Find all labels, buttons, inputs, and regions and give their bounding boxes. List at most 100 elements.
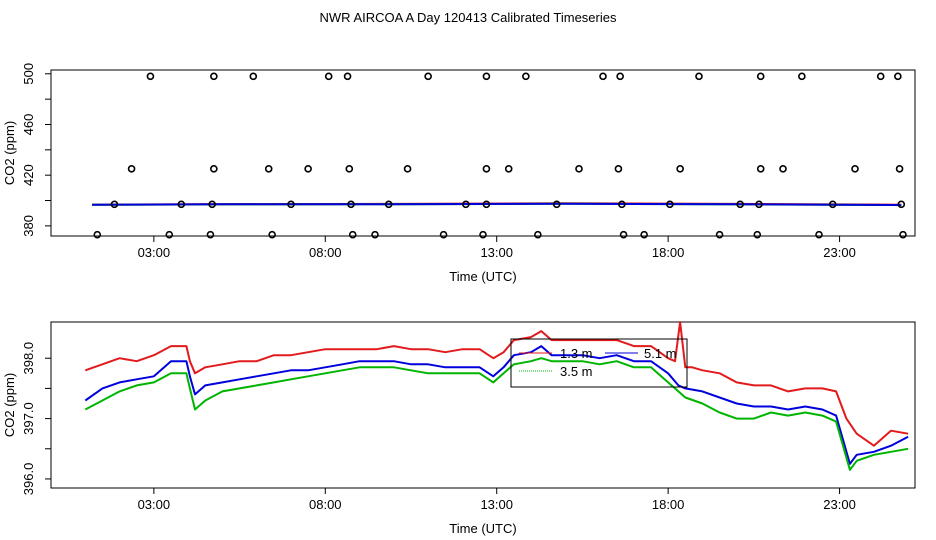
scatter-point	[210, 72, 218, 81]
x-tick-label: 23:00	[823, 497, 856, 512]
scatter-point	[93, 230, 102, 239]
x-tick-label: 08:00	[309, 497, 342, 512]
scatter-point	[345, 165, 354, 173]
scatter-point	[640, 230, 648, 239]
x-tick-label: 23:00	[823, 245, 856, 260]
scatter-point	[479, 230, 487, 239]
scatter-point	[347, 200, 355, 209]
x-tick-label: 03:00	[138, 245, 171, 260]
scatter-point	[895, 165, 904, 173]
scatter-point	[304, 165, 312, 173]
scatter-point	[268, 230, 276, 239]
x-tick-label: 13:00	[480, 245, 513, 260]
scatter-point	[343, 72, 352, 81]
scatter-point	[575, 165, 583, 173]
series-line-blue	[92, 202, 902, 206]
scatter-point	[462, 200, 470, 209]
y-axis-bottom: 396.0 397.0 398.0	[21, 342, 51, 495]
series-lines-top	[92, 202, 902, 207]
scatter-point	[736, 200, 744, 209]
legend: 1.3 m 5.1 m 3.5 m	[510, 338, 688, 388]
scatter-point	[876, 72, 885, 81]
x-axis-top: 03:00 08:00 13:00 18:00 23:00	[138, 236, 856, 260]
scatter-point	[287, 200, 295, 209]
scatter-point	[403, 165, 412, 173]
scatter-point	[779, 165, 787, 173]
series-lines-bottom	[84, 321, 909, 471]
scatter-point	[127, 165, 136, 173]
panel-top-scatter: 03:00 08:00 13:00 18:00 23:00 380 420 460 500 T…	[2, 63, 916, 284]
scatter-point	[110, 200, 119, 209]
legend-box	[510, 338, 688, 388]
plot-frame-bottom	[50, 321, 916, 489]
y-axis-label-bottom: CO2 (ppm)	[2, 373, 17, 437]
y-axis-top: 380 420 460 500	[21, 63, 51, 237]
scatter-point	[264, 165, 273, 173]
scatter-point	[616, 72, 624, 81]
scatter-point	[828, 200, 837, 209]
scatter-point	[482, 165, 491, 173]
panel-bottom-timeseries: 03:00 08:00 13:00 18:00 23:00 396.0 397.0 398.…	[2, 321, 916, 536]
scatter-point	[249, 72, 258, 81]
scatter-point	[324, 72, 333, 81]
scatter-point	[424, 72, 432, 81]
x-axis-bottom: 03:00 08:00 13:00 18:00 23:00	[138, 488, 856, 512]
y-tick-label: 460	[21, 114, 36, 136]
scatter-point	[619, 230, 628, 239]
scatter-point	[371, 230, 379, 239]
scatter-point	[177, 200, 186, 209]
series-line-5-1-m	[84, 345, 909, 465]
scatter-point	[798, 72, 806, 81]
scatter-point	[482, 200, 491, 209]
y-tick-label: 398.0	[21, 342, 36, 375]
scatter-point	[756, 165, 765, 173]
plot-frame-top	[50, 69, 916, 237]
scatter-point	[348, 230, 357, 239]
x-tick-label: 03:00	[138, 497, 171, 512]
scatter-point	[715, 230, 724, 239]
scatter-point	[534, 230, 542, 239]
scatter-point	[753, 230, 762, 239]
scatter-point	[146, 72, 155, 81]
scatter-point	[755, 200, 763, 209]
scatter-point	[206, 230, 215, 239]
scatter-point	[522, 72, 530, 81]
scatter-point	[165, 230, 174, 239]
scatter-point	[851, 165, 859, 173]
scatter-point	[210, 165, 218, 173]
scatter-point	[614, 165, 623, 173]
series-line-3-5-m	[84, 357, 909, 471]
scatter-point	[695, 72, 703, 81]
scatter-point	[552, 200, 561, 209]
scatter-point	[439, 230, 448, 239]
scatter-point	[894, 72, 902, 81]
y-tick-label: 380	[21, 215, 36, 237]
scatter-point	[504, 165, 513, 173]
series-line-1-3-m	[84, 321, 909, 447]
x-tick-label: 18:00	[652, 497, 685, 512]
scatter-point	[482, 72, 491, 81]
y-tick-label: 397.0	[21, 402, 36, 435]
y-tick-label: 500	[21, 63, 36, 85]
scatter-point	[384, 200, 393, 209]
chart-title: NWR AIRCOA A Day 120413 Calibrated Times…	[320, 10, 617, 25]
scatter-point	[756, 72, 765, 81]
scatter-point	[899, 230, 907, 239]
scatter-point	[618, 200, 626, 209]
y-axis-label-top: CO2 (ppm)	[2, 121, 17, 185]
y-tick-label: 396.0	[21, 463, 36, 496]
x-axis-label-top: Time (UTC)	[449, 269, 516, 284]
scatter-point	[815, 230, 823, 239]
scatter-point	[599, 72, 607, 81]
legend-label-5-1m: 5.1 m	[644, 346, 677, 361]
x-tick-label: 18:00	[652, 245, 685, 260]
scatter-point	[208, 200, 216, 209]
scatter-point	[897, 200, 906, 209]
x-tick-label: 08:00	[309, 245, 342, 260]
scatter-points-top	[93, 72, 907, 239]
x-tick-label: 13:00	[480, 497, 513, 512]
y-tick-label: 420	[21, 164, 36, 186]
x-axis-label-bottom: Time (UTC)	[449, 521, 516, 536]
legend-label-3-5m: 3.5 m	[560, 364, 593, 379]
